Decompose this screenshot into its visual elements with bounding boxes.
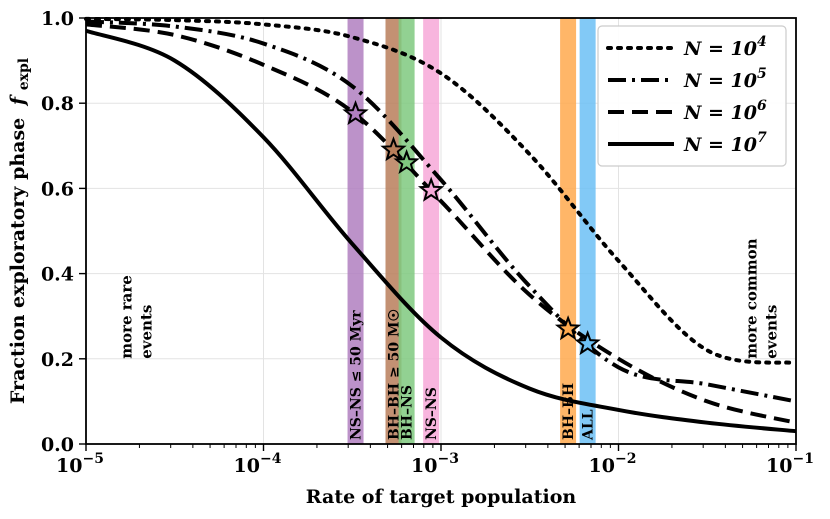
band-rect bbox=[398, 18, 415, 444]
annotation-text: events bbox=[137, 305, 155, 359]
band-label: NS–NS bbox=[424, 387, 440, 440]
band-label: BH–NS bbox=[400, 385, 416, 440]
x-tick-label: 10−2 bbox=[589, 451, 637, 477]
band-label: BH–BH ≥ 50 M☉ bbox=[386, 309, 402, 440]
star-marker bbox=[380, 136, 407, 162]
star-marker bbox=[554, 315, 582, 341]
band-label: ALL bbox=[581, 409, 597, 441]
y-axis-label-symbol: f bbox=[7, 94, 29, 107]
legend-label: N = 105 bbox=[683, 66, 767, 92]
y-axis-label: Fraction exploratory phase f expl bbox=[7, 58, 32, 404]
series-line bbox=[85, 19, 797, 404]
band-rect bbox=[347, 18, 364, 444]
ticks: 10−5 10−4 10−3 10−2 10−1 0.0 0.2 0.4 0.6 0.8 1.0 bbox=[41, 8, 814, 477]
legend-box bbox=[597, 25, 787, 167]
markers bbox=[342, 99, 601, 356]
star-marker bbox=[393, 148, 420, 175]
legend: N = 104 N = 105 N = 106 N = 107 bbox=[597, 25, 787, 167]
y-tick-label: 0.4 bbox=[41, 264, 74, 286]
legend-label: N = 104 bbox=[683, 34, 767, 60]
band-labels: NS–NS ≤ 50 Myr BH–BH ≥ 50 M☉BH–NS NS–NS BH–… bbox=[349, 309, 597, 441]
annotations: more rare events more common events bbox=[117, 238, 780, 358]
band-label: BH–BH bbox=[561, 383, 577, 440]
x-tick-label: 10−3 bbox=[411, 451, 459, 477]
curves bbox=[84, 16, 798, 434]
y-tick-label: 0.2 bbox=[41, 349, 74, 371]
band-rect bbox=[560, 18, 577, 444]
band-label: NS–NS ≤ 50 Myr bbox=[349, 310, 365, 440]
series-line bbox=[85, 22, 797, 425]
annotation-text: events bbox=[763, 305, 781, 359]
bands bbox=[347, 18, 596, 444]
series-line bbox=[85, 28, 797, 434]
x-tick-label: 10−4 bbox=[234, 451, 282, 477]
band-rect bbox=[423, 18, 440, 444]
star-marker bbox=[342, 99, 369, 126]
annotation-text: more common bbox=[743, 238, 761, 358]
y-tick-label: 0.0 bbox=[41, 434, 74, 456]
x-tick-label: 10−5 bbox=[56, 451, 104, 477]
y-axis-label-subscript: expl bbox=[16, 58, 32, 90]
star-marker bbox=[417, 176, 445, 202]
annotation-text: more rare bbox=[117, 275, 135, 359]
y-axis-label-text: Fraction exploratory phase bbox=[7, 118, 29, 404]
legend-label: N = 107 bbox=[683, 130, 767, 156]
y-tick-label: 0.6 bbox=[41, 178, 74, 200]
y-tick-label: 1.0 bbox=[41, 8, 74, 30]
series-line bbox=[84, 16, 798, 366]
y-tick-label: 0.8 bbox=[41, 93, 74, 115]
band-rect bbox=[385, 18, 402, 444]
star-marker bbox=[574, 330, 601, 356]
x-tick-label: 10−1 bbox=[766, 451, 814, 477]
legend-label: N = 106 bbox=[683, 98, 767, 124]
x-axis-label: Rate of target population bbox=[306, 486, 577, 508]
